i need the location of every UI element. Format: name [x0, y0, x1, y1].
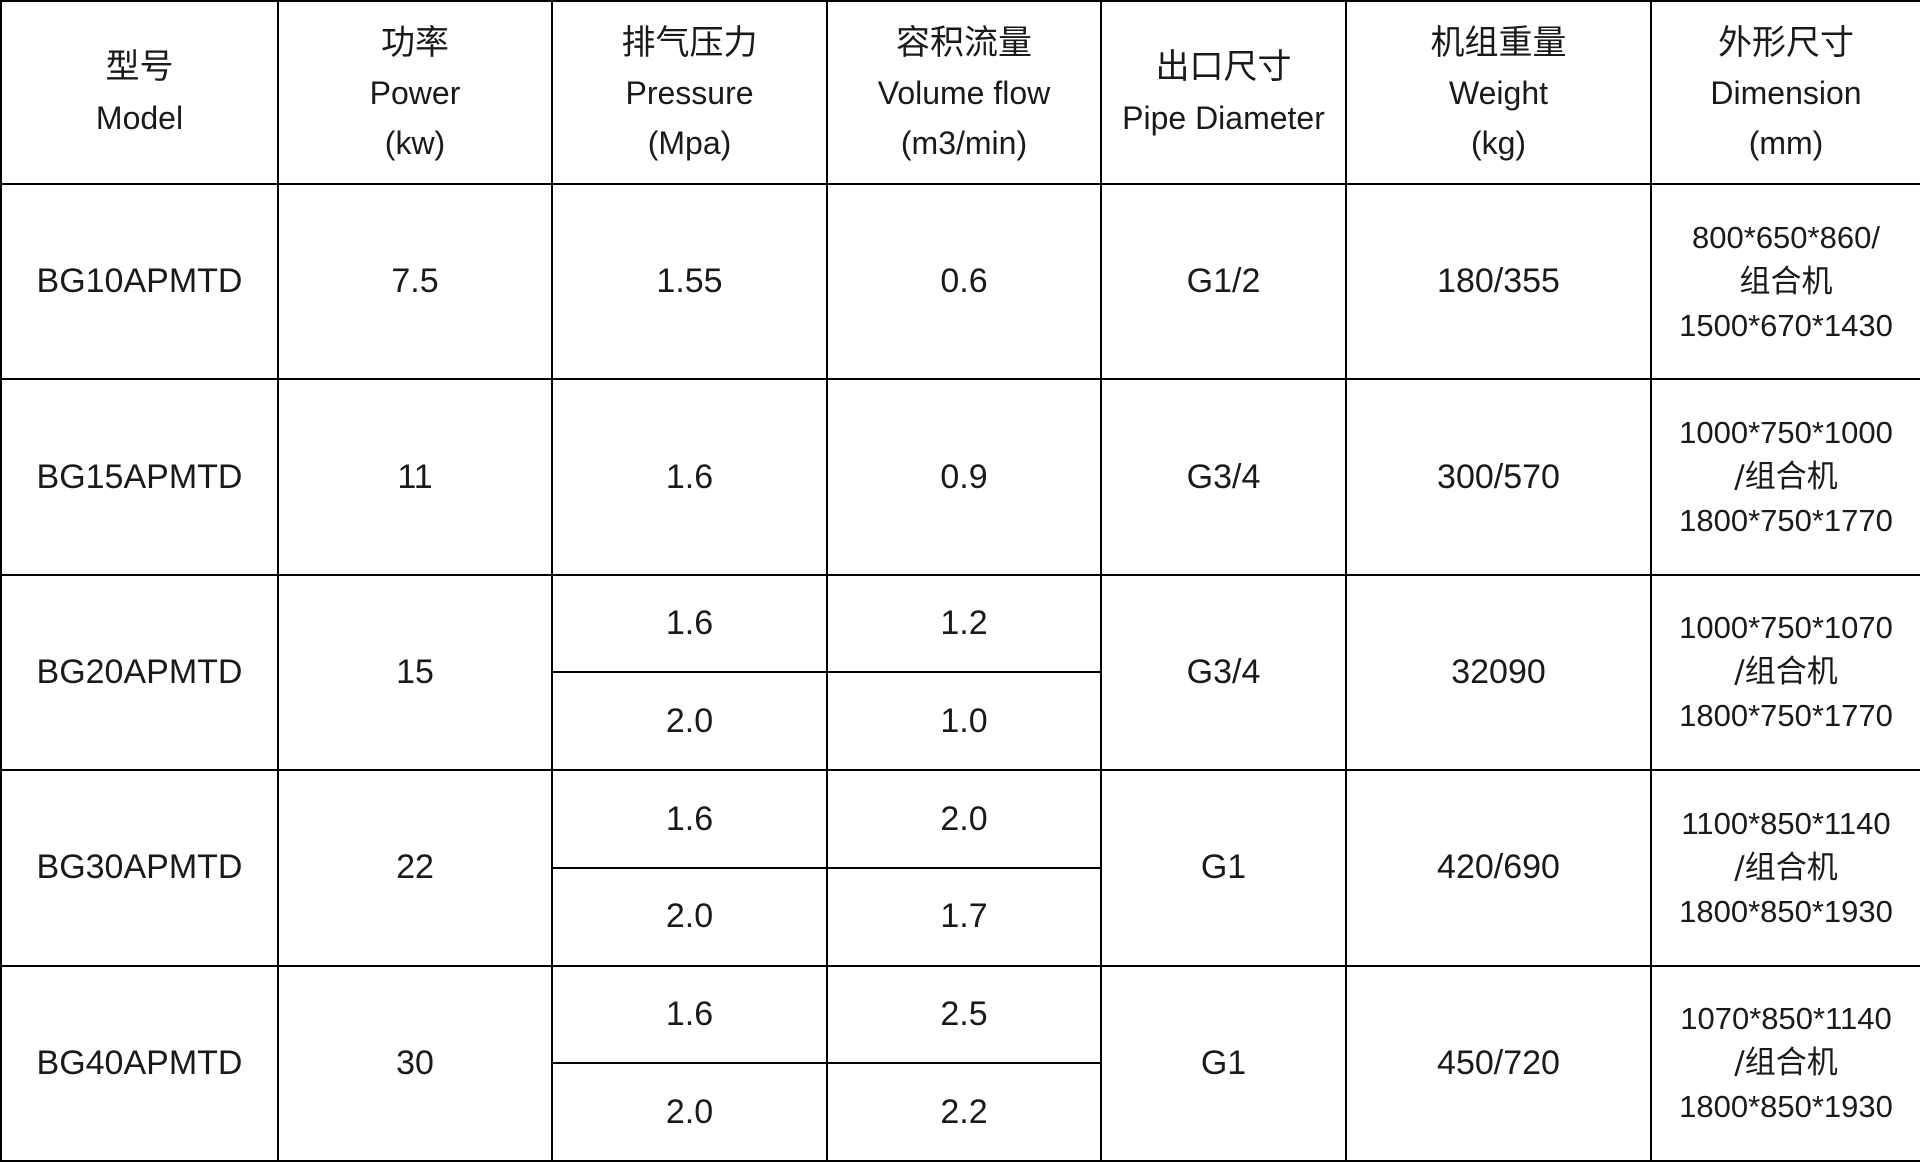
column-header-cn-model: 型号: [105, 47, 174, 88]
dimension-line: 组合机: [1739, 263, 1833, 300]
table-header: 型号 Model 功率 Power (kw) 排气压力 Pressure (Mpa) 容积流量 V…: [0, 0, 1920, 185]
column-header-unit-weight: (kg): [1470, 124, 1527, 161]
table-row-variant: 2.0 1.0: [1, 671, 1920, 772]
column-header-pressure: 排气压力 Pressure (Mpa): [551, 0, 828, 185]
column-header-cn-volume_flow: 容积流量: [896, 22, 1032, 63]
dimension-line: 1800*850*1930: [1679, 1089, 1893, 1125]
cell-weight: 450/720: [1345, 964, 1652, 1162]
cell-volume-flow: 0.6: [826, 182, 1102, 381]
dimension-line: 1800*850*1930: [1679, 893, 1893, 929]
cell-pressure: 1.55: [551, 182, 828, 381]
cell-pressure: 2.0: [551, 1062, 828, 1162]
cell-pipe-diameter: G3/4: [1100, 378, 1347, 576]
table-row-variant: 2.0 1.7: [1, 866, 1920, 967]
dimension-line: 1800*750*1770: [1679, 503, 1893, 539]
table-body: BG10APMTD 7.5 1.55 0.6 G1/2 180/355 800*650*86…: [0, 182, 1920, 1162]
column-header-cn-dimension: 外形尺寸: [1718, 22, 1854, 63]
cell-power: 7.5: [277, 182, 553, 381]
cell-weight: 32090: [1345, 573, 1652, 772]
cell-weight: 300/570: [1345, 378, 1652, 576]
cell-weight: 180/355: [1345, 182, 1652, 381]
cell-model: BG15APMTD: [0, 378, 279, 576]
cell-pipe-diameter: G1: [1100, 769, 1347, 967]
cell-volume-flow: 1.7: [826, 866, 1102, 967]
dimension-line: 1500*670*1430: [1679, 307, 1893, 343]
column-header-unit-dimension: (mm): [1748, 124, 1824, 161]
dimension-line: /组合机: [1734, 459, 1838, 496]
dimension-line: /组合机: [1734, 849, 1838, 886]
column-header-en-weight: Weight: [1448, 75, 1548, 112]
column-header-cn-weight: 机组重量: [1430, 22, 1567, 63]
column-header-pipe_diameter: 出口尺寸 Pipe Diameter: [1100, 0, 1347, 185]
table-row: BG15APMTD 11 1.6 0.9 G3/4 300/570 1000*750*100…: [0, 378, 1920, 576]
cell-pressure: 1.6: [551, 769, 828, 869]
cell-model: BG40APMTD: [0, 964, 279, 1162]
cell-pressure: 2.0: [551, 866, 828, 967]
table-row: BG30APMTD 22 1.6 2.0 G1 420/690 1100*850*1140/…: [0, 769, 1920, 967]
table-row: BG10APMTD 7.5 1.55 0.6 G1/2 180/355 800*650*86…: [0, 182, 1920, 381]
cell-dimension: 1000*750*1000/组合机 1800*750*1770: [1650, 378, 1920, 576]
cell-volume-flow: 2.5: [826, 964, 1102, 1065]
cell-pressure: 1.6: [551, 573, 828, 674]
column-header-unit-volume_flow: (m3/min): [900, 124, 1028, 161]
cell-model: BG10APMTD: [0, 182, 279, 381]
cell-pipe-diameter: G1: [1100, 964, 1347, 1162]
column-header-model: 型号 Model: [0, 0, 279, 185]
cell-power: 15: [277, 573, 553, 772]
cell-pressure: 1.6: [551, 378, 828, 576]
cell-weight: 420/690: [1345, 769, 1652, 967]
dimension-line: 1000*750*1070: [1679, 610, 1893, 646]
cell-dimension: 800*650*860/组合机 1500*670*1430: [1650, 182, 1920, 381]
column-header-unit-pressure: (Mpa): [647, 124, 732, 161]
cell-power: 11: [277, 378, 553, 576]
column-header-cn-power: 功率: [381, 22, 449, 63]
column-header-en-model: Model: [95, 100, 184, 137]
cell-power: 22: [277, 769, 553, 967]
dimension-line: /组合机: [1734, 1045, 1838, 1082]
cell-pressure: 1.6: [551, 964, 828, 1065]
cell-model: BG30APMTD: [0, 769, 279, 967]
cell-dimension: 1100*850*1140/组合机 1800*850*1930: [1650, 769, 1920, 967]
cell-dimension: 1000*750*1070/组合机 1800*750*1770: [1650, 573, 1920, 772]
column-header-power: 功率 Power (kw): [277, 0, 553, 185]
column-header-en-dimension: Dimension: [1710, 75, 1862, 112]
column-header-cn-pipe_diameter: 出口尺寸: [1155, 47, 1292, 88]
column-header-en-pressure: Pressure: [625, 75, 754, 112]
dimension-line: 800*650*860/: [1692, 219, 1880, 255]
table-row: BG20APMTD 15 1.6 1.2 G3/4 32090 1000*750*1070/…: [0, 573, 1920, 772]
column-header-en-volume_flow: Volume flow: [877, 75, 1051, 112]
column-header-unit-power: (kw): [384, 124, 446, 161]
cell-volume-flow: 1.0: [826, 671, 1102, 772]
dimension-line: 1000*750*1000: [1679, 415, 1893, 451]
cell-pipe-diameter: G3/4: [1100, 573, 1347, 772]
cell-volume-flow: 0.9: [826, 378, 1102, 576]
column-header-en-pipe_diameter: Pipe Diameter: [1122, 100, 1325, 137]
table-row-variant: 2.0 2.2: [1, 1062, 1920, 1162]
cell-volume-flow: 2.0: [826, 769, 1102, 869]
table-row: BG40APMTD 30 1.6 2.5 G1 450/720 1070*850*1140/…: [0, 964, 1920, 1162]
column-header-volume_flow: 容积流量 Volume flow (m3/min): [826, 0, 1102, 185]
column-header-cn-pressure: 排气压力: [621, 22, 758, 63]
cell-model: BG20APMTD: [0, 573, 279, 772]
dimension-line: 1070*850*1140: [1680, 1001, 1892, 1037]
cell-pipe-diameter: G1/2: [1100, 182, 1347, 381]
header-row: 型号 Model 功率 Power (kw) 排气压力 Pressure (Mpa) 容积流量 V…: [0, 0, 1920, 185]
cell-pressure: 2.0: [551, 671, 828, 772]
column-header-dimension: 外形尺寸 Dimension (mm): [1650, 0, 1920, 185]
cell-volume-flow: 1.2: [826, 573, 1102, 674]
column-header-en-power: Power: [369, 75, 461, 112]
dimension-line: 1800*750*1770: [1679, 698, 1893, 734]
dimension-line: 1100*850*1140: [1681, 805, 1891, 841]
cell-dimension: 1070*850*1140/组合机 1800*850*1930: [1650, 964, 1920, 1162]
dimension-line: /组合机: [1734, 654, 1838, 691]
cell-volume-flow: 2.2: [826, 1062, 1102, 1162]
column-header-weight: 机组重量 Weight (kg): [1345, 0, 1652, 185]
cell-power: 30: [277, 964, 553, 1162]
